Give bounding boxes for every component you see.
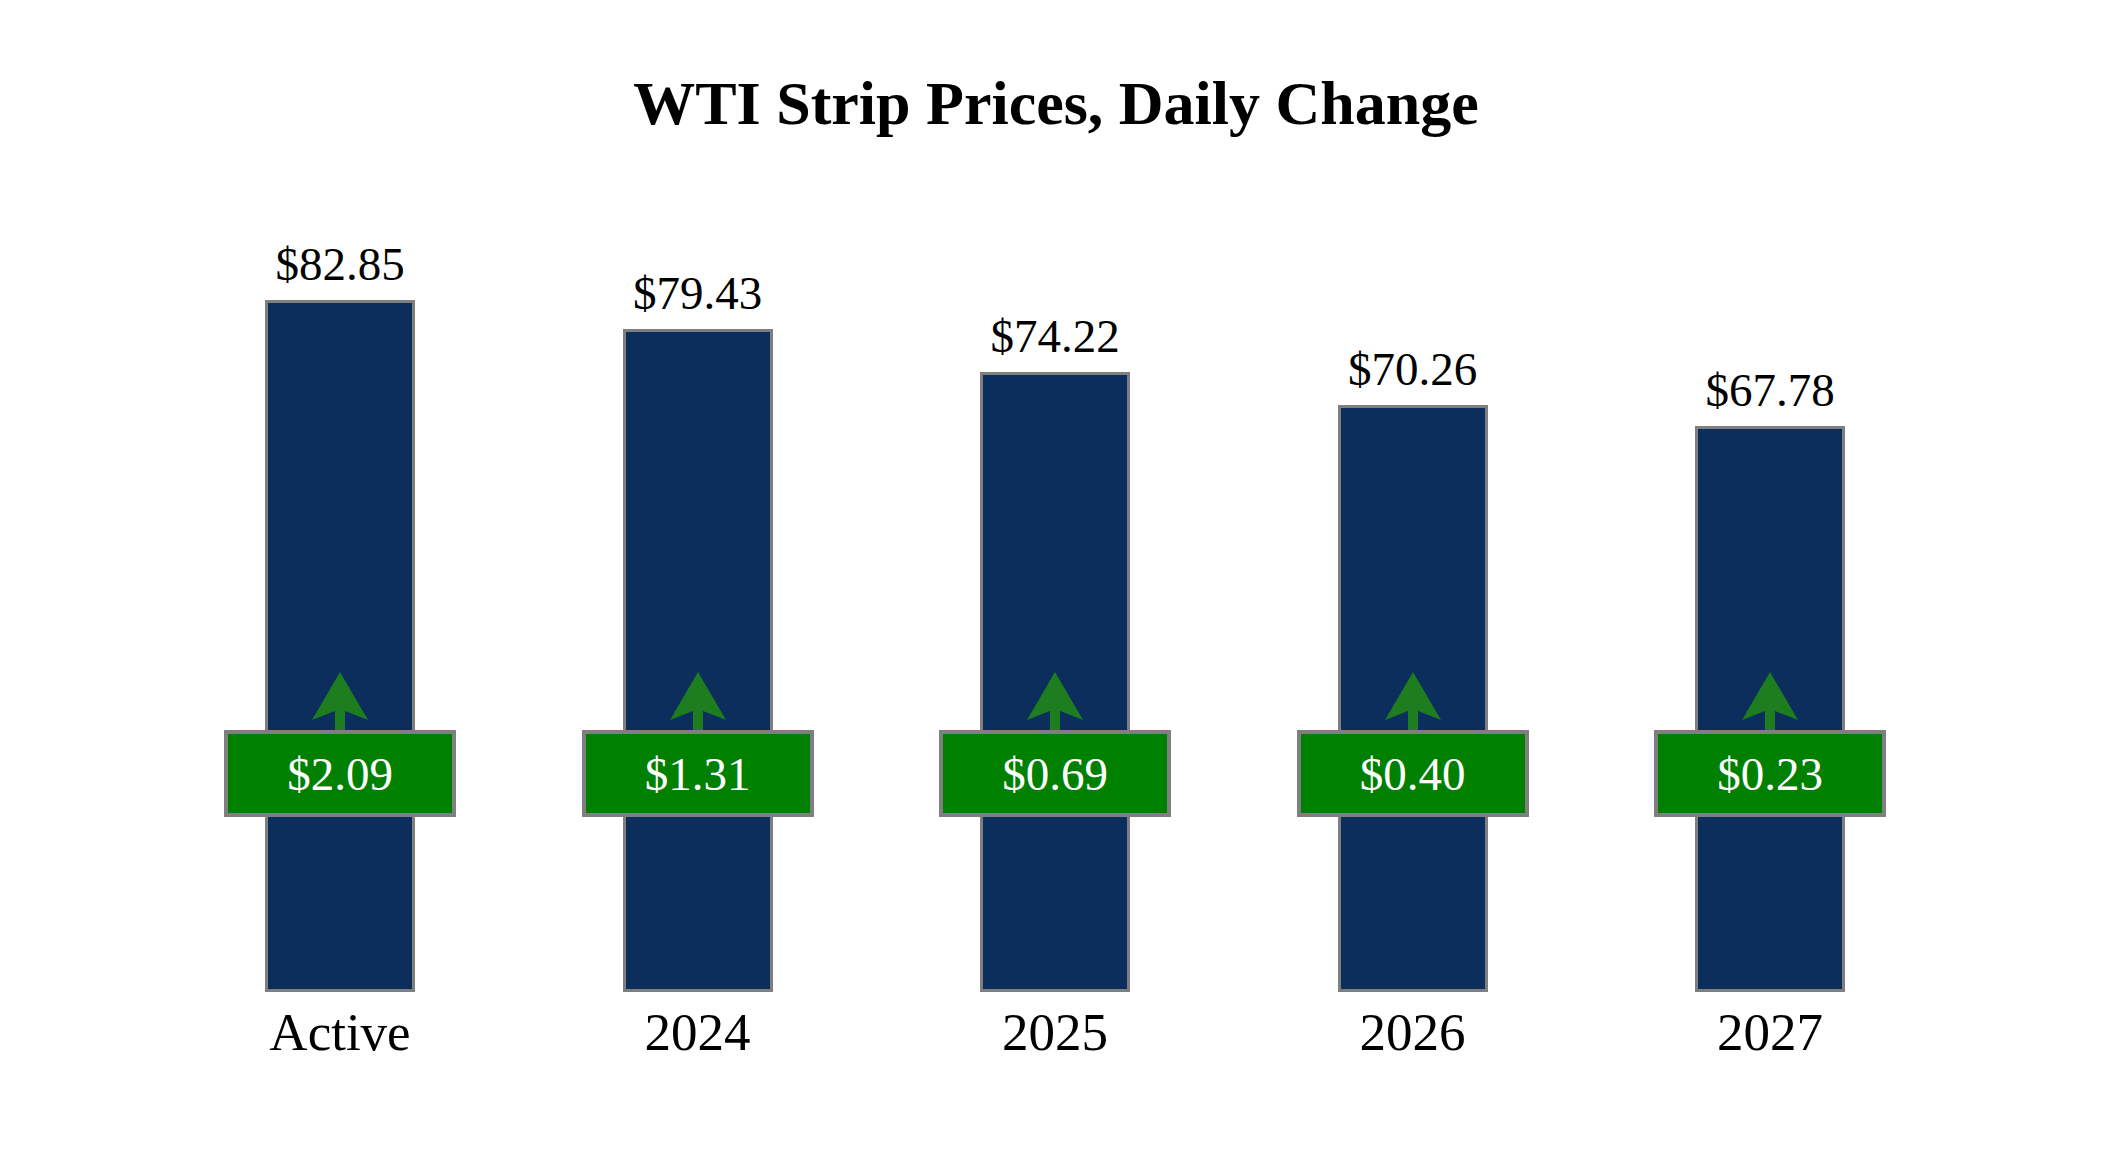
- daily-change-badge: $1.31: [582, 730, 814, 817]
- price-label: $70.26: [1233, 341, 1593, 397]
- price-label: $67.78: [1590, 362, 1950, 418]
- daily-change-badge: $2.09: [224, 730, 456, 817]
- up-arrow-icon: [1384, 672, 1442, 734]
- bar-group-2025: $74.22 $0.69 2025: [875, 0, 1235, 1152]
- category-label: 2027: [1590, 1002, 1950, 1062]
- bar-group-2024: $79.43 $1.31 2024: [518, 0, 878, 1152]
- up-arrow-icon: [669, 672, 727, 734]
- daily-change-value: $1.31: [645, 747, 751, 801]
- bar-group-2026: $70.26 $0.40 2026: [1233, 0, 1593, 1152]
- up-arrow-icon: [1026, 672, 1084, 734]
- up-arrow-icon: [311, 672, 369, 734]
- daily-change-badge: $0.23: [1654, 730, 1886, 817]
- bar-group-active: $82.85 $2.09 Active: [160, 0, 520, 1152]
- category-label: Active: [160, 1002, 520, 1062]
- bar: [623, 329, 773, 992]
- price-label: $82.85: [160, 236, 520, 292]
- daily-change-value: $2.09: [287, 747, 393, 801]
- category-label: 2024: [518, 1002, 878, 1062]
- price-label: $79.43: [518, 265, 878, 321]
- daily-change-value: $0.23: [1717, 747, 1823, 801]
- daily-change-value: $0.69: [1002, 747, 1108, 801]
- daily-change-badge: $0.40: [1297, 730, 1529, 817]
- category-label: 2026: [1233, 1002, 1593, 1062]
- chart: WTI Strip Prices, Daily Change $82.85 $2…: [0, 0, 2112, 1152]
- daily-change-value: $0.40: [1360, 747, 1466, 801]
- bar: [265, 300, 415, 992]
- daily-change-badge: $0.69: [939, 730, 1171, 817]
- price-label: $74.22: [875, 308, 1235, 364]
- category-label: 2025: [875, 1002, 1235, 1062]
- bar-group-2027: $67.78 $0.23 2027: [1590, 0, 1950, 1152]
- up-arrow-icon: [1741, 672, 1799, 734]
